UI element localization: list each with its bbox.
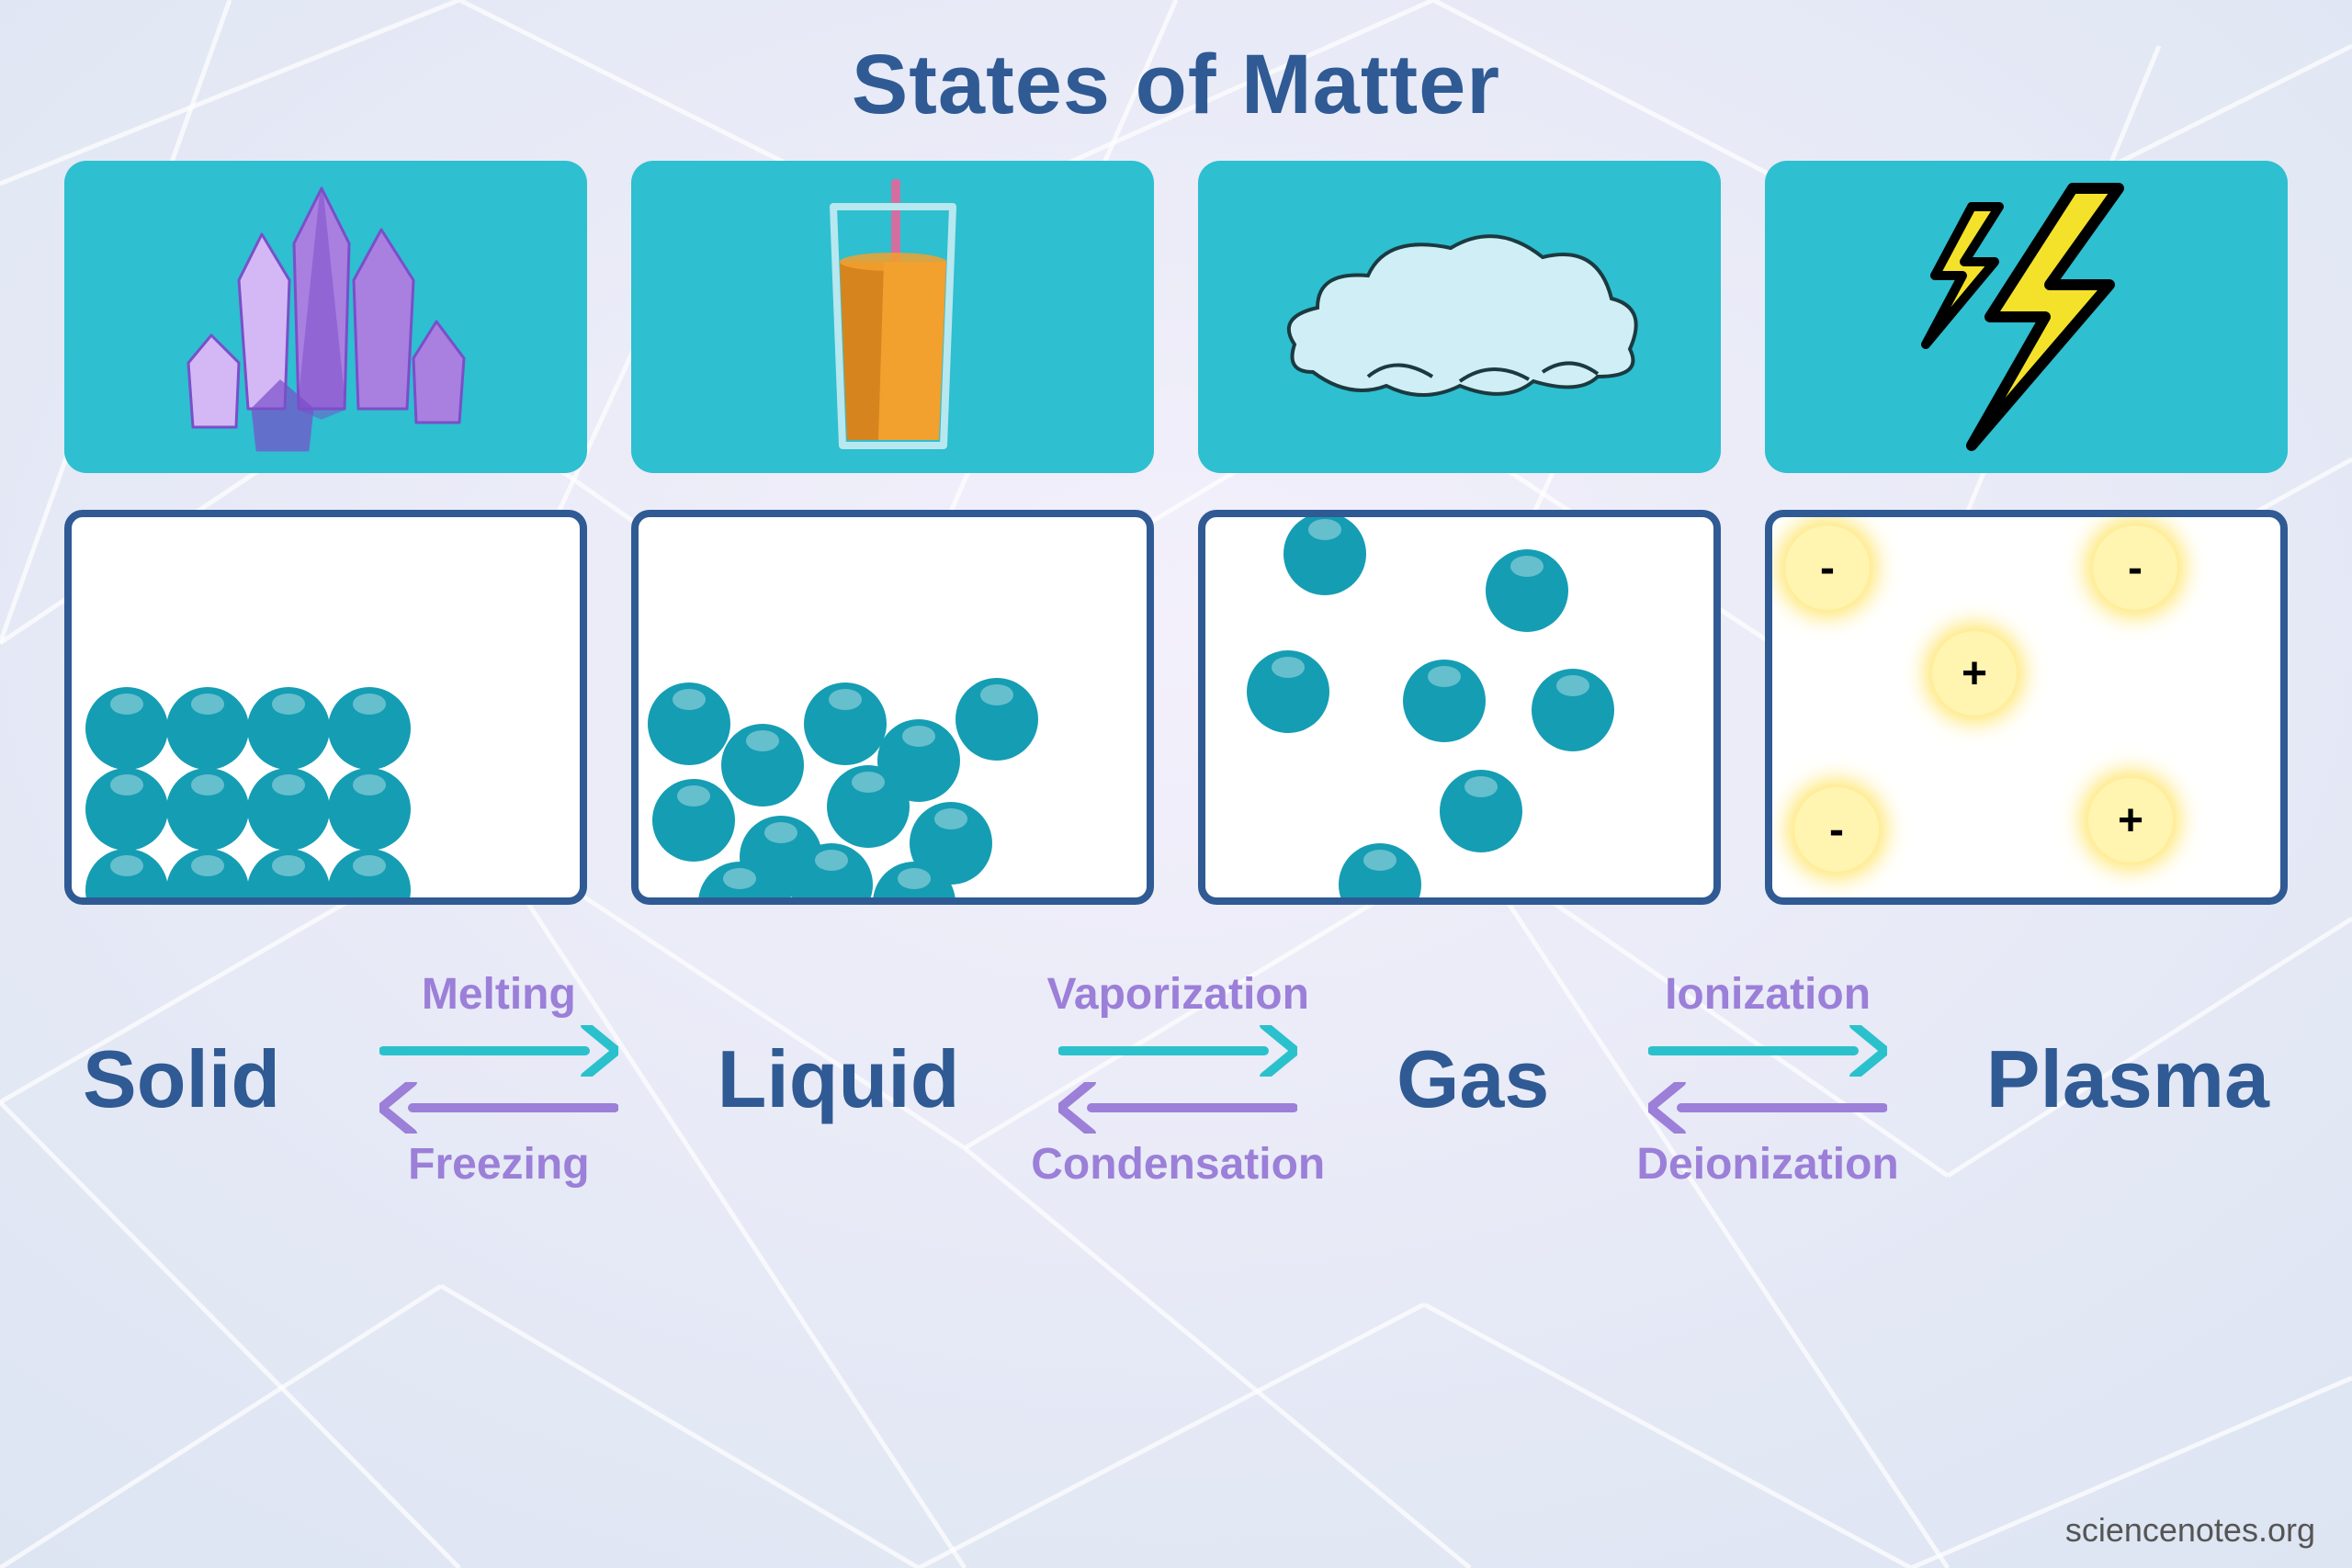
negative-ion: - bbox=[1785, 525, 1870, 610]
particle bbox=[1440, 770, 1522, 852]
particle bbox=[1339, 843, 1421, 905]
negative-ion: - bbox=[1794, 787, 1879, 872]
particle bbox=[85, 768, 168, 851]
positive-ion: + bbox=[1932, 631, 2017, 716]
plasma-particle-box: --+-+ bbox=[1765, 510, 2288, 905]
state-gas: Gas bbox=[1396, 1032, 1549, 1126]
liquid-particle-box bbox=[631, 510, 1154, 905]
state-liquid: Liquid bbox=[718, 1032, 960, 1126]
particle bbox=[652, 779, 735, 862]
particle bbox=[648, 682, 730, 765]
particle bbox=[1486, 549, 1568, 632]
particle bbox=[804, 682, 887, 765]
particle bbox=[1403, 660, 1486, 742]
backward-arrow-icon bbox=[379, 1082, 618, 1134]
illustration-row bbox=[64, 161, 2288, 473]
particle bbox=[956, 678, 1038, 761]
drink-icon bbox=[783, 179, 1003, 455]
forward-arrow-icon bbox=[1058, 1025, 1297, 1077]
transition-gas-plasma: Ionization Deionization bbox=[1549, 969, 1985, 1190]
particle-row: --+-+ bbox=[64, 510, 2288, 905]
lightning-icon bbox=[1861, 179, 2192, 455]
gas-particle-box bbox=[1198, 510, 1721, 905]
particle bbox=[247, 849, 330, 905]
forward-arrow-icon bbox=[1648, 1025, 1887, 1077]
particle bbox=[328, 849, 411, 905]
backward-arrow-icon bbox=[1648, 1082, 1887, 1134]
particle bbox=[85, 687, 168, 770]
solid-card bbox=[64, 161, 587, 473]
particle bbox=[166, 687, 249, 770]
particle bbox=[1283, 513, 1366, 595]
plasma-card bbox=[1765, 161, 2288, 473]
particle bbox=[827, 765, 910, 848]
particle bbox=[328, 768, 411, 851]
particle bbox=[1532, 669, 1614, 751]
particle bbox=[166, 768, 249, 851]
backward-label: Condensation bbox=[1031, 1139, 1325, 1190]
transitions-row: Solid Melting Freezing Liquid Vaporizati… bbox=[64, 969, 2288, 1190]
forward-arrow-icon bbox=[379, 1025, 618, 1077]
transition-liquid-gas: Vaporization Condensation bbox=[960, 969, 1396, 1190]
particle bbox=[721, 724, 804, 807]
crystal-icon bbox=[161, 179, 492, 455]
backward-label: Freezing bbox=[408, 1139, 589, 1190]
particle bbox=[1247, 650, 1329, 733]
state-solid: Solid bbox=[83, 1032, 280, 1126]
particle bbox=[85, 849, 168, 905]
forward-label: Ionization bbox=[1665, 969, 1871, 1020]
gas-card bbox=[1198, 161, 1721, 473]
page-title: States of Matter bbox=[64, 37, 2288, 133]
solid-particle-box bbox=[64, 510, 587, 905]
particle bbox=[247, 687, 330, 770]
particle bbox=[247, 768, 330, 851]
liquid-card bbox=[631, 161, 1154, 473]
transition-solid-liquid: Melting Freezing bbox=[280, 969, 717, 1190]
backward-label: Deionization bbox=[1636, 1139, 1898, 1190]
backward-arrow-icon bbox=[1058, 1082, 1297, 1134]
forward-label: Melting bbox=[422, 969, 576, 1020]
state-plasma: Plasma bbox=[1986, 1032, 2269, 1126]
negative-ion: - bbox=[2093, 525, 2177, 610]
cloud-icon bbox=[1267, 197, 1653, 436]
forward-label: Vaporization bbox=[1047, 969, 1309, 1020]
positive-ion: + bbox=[2088, 778, 2173, 863]
particle bbox=[166, 849, 249, 905]
particle bbox=[328, 687, 411, 770]
